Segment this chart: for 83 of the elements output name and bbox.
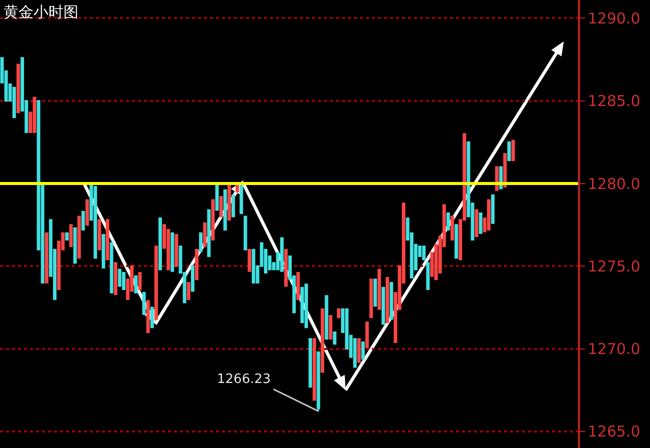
candlestick [487,199,491,231]
candlestick [77,216,81,259]
candlestick [65,232,69,240]
candlestick [227,184,231,221]
candlestick [81,210,85,231]
candlestick [332,332,336,345]
candlestick [248,248,252,272]
candlestick [296,272,300,300]
candlestick [304,284,308,328]
candlestick [244,216,248,250]
candlestick [154,246,158,320]
candlestick [106,219,110,260]
candlestick [478,212,482,234]
candlestick [240,182,244,214]
candlestick [138,272,142,290]
candlestick [170,232,174,272]
candlestick [194,248,198,280]
candlestick [114,262,118,296]
candlestick [85,199,89,226]
candlestick [357,338,361,363]
candlestick [16,64,20,114]
chart-title: 黄金小时图 [3,3,78,22]
candlestick [231,194,235,218]
candlestick [150,306,154,328]
candlestick [450,216,454,240]
candlestick [474,209,478,238]
y-tick-label: 1290.0 [588,9,640,28]
candlestick [12,86,16,118]
candlestick [207,209,211,257]
candlestick [110,242,114,294]
candlestick [422,246,426,260]
y-tick-label: 1275.0 [588,257,640,276]
candlestick [507,141,511,162]
candlestick [94,186,98,259]
candlestick [491,194,495,224]
candlestick [219,196,223,218]
candlestick [446,212,450,231]
candlestick [32,96,36,133]
candlestick [158,217,162,270]
candlestick [44,232,48,284]
candlestick [252,248,256,284]
candlestick [118,268,122,287]
candlestick [365,322,369,348]
candlestick [324,295,328,340]
y-tick-label: 1265.0 [588,422,640,441]
candlestick [382,286,386,325]
candlestick [98,219,102,250]
candlestick [223,189,227,231]
candlestick [280,237,284,272]
candlestick [69,224,73,248]
candlestick [316,351,320,412]
candlestick [386,276,390,324]
candlestick [361,341,365,360]
candlestick [122,272,126,290]
candlestick [390,282,394,320]
candlestick [369,278,373,318]
candlestick [312,338,316,401]
candlestick [284,248,288,287]
candlestick [102,234,106,269]
candlestick [336,308,340,318]
candlestick [174,234,178,267]
candlestick [211,199,215,240]
candlestick [378,268,381,310]
candlestick [146,300,150,334]
candlestick [320,308,324,373]
candlestick [308,338,312,388]
candlestick [190,265,194,292]
annotation: 1266.23 [217,372,271,387]
y-tick-label: 1270.0 [588,340,640,358]
candlestick [511,140,515,162]
candlestick [454,224,458,259]
y-tick-label: 1280.0 [588,174,640,193]
candlestick [73,227,77,264]
candlestick [328,315,332,340]
candlestick [134,275,138,294]
candlestick [186,282,190,300]
candlestick [426,262,430,290]
candlestick [203,222,207,248]
candlestick [373,278,377,307]
candlestick [199,232,203,252]
candlestick [353,338,357,368]
y-tick-label: 1285.0 [588,92,640,110]
candlestick [215,182,219,211]
